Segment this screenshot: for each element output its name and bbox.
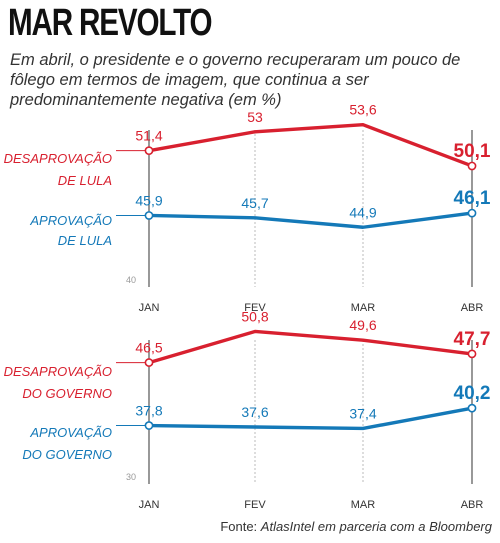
source-prefix: Fonte: xyxy=(220,519,261,534)
x-tick-label: FEV xyxy=(244,302,266,314)
data-value-label: 51,4 xyxy=(135,128,162,144)
x-tick-label: MAR xyxy=(351,499,376,511)
lula-approval-chart: 40 JAN FEV MAR ABR DESAPROVAÇÃO DE LULA 51,4 53 5… xyxy=(4,102,491,314)
source-note: Fonte: AtlasIntel em parceria com a Bloo… xyxy=(220,519,492,534)
series-line xyxy=(148,329,473,365)
series-point-marker xyxy=(144,146,154,156)
x-tick-label: JAN xyxy=(139,499,160,511)
series-name-label: DE LULA xyxy=(58,233,112,248)
series-name-label: APROVAÇÃO xyxy=(29,425,112,440)
series-name-label: DESAPROVAÇÃO xyxy=(4,364,112,379)
data-value-label: 37,4 xyxy=(349,405,376,421)
series-point-marker xyxy=(144,421,154,430)
data-value-label: 49,6 xyxy=(349,317,376,333)
series-point-marker xyxy=(467,208,477,218)
data-value-label: 44,9 xyxy=(349,204,376,220)
series-name-label: DESAPROVAÇÃO xyxy=(4,151,112,166)
series-name-label: DO GOVERNO xyxy=(22,447,112,462)
x-tick-label: FEV xyxy=(244,499,266,511)
series-point-marker xyxy=(467,161,477,171)
data-value-label: 45,7 xyxy=(241,195,268,211)
series-line xyxy=(148,406,473,431)
source-text: AtlasIntel em parceria com a Bloomberg xyxy=(260,519,492,534)
x-tick-label: ABR xyxy=(461,302,484,314)
series-name-label: DE LULA xyxy=(58,173,112,188)
series-name-label: DO GOVERNO xyxy=(22,386,112,401)
series-line xyxy=(148,211,473,229)
series-line xyxy=(148,123,473,168)
data-value-label: 50,1 xyxy=(454,141,491,162)
x-tick-label: ABR xyxy=(461,499,484,511)
data-value-label: 50,8 xyxy=(241,308,268,324)
chart-subtitle: Em abril, o presidente e o governo recup… xyxy=(10,51,461,109)
data-value-label: 53,6 xyxy=(349,102,376,118)
series-point-marker xyxy=(144,211,154,220)
data-value-label: 45,9 xyxy=(135,192,162,208)
x-tick-label: JAN xyxy=(139,302,160,314)
data-value-label: 53 xyxy=(247,109,263,125)
data-value-label: 37,6 xyxy=(241,404,268,420)
data-value-label: 40,2 xyxy=(454,383,491,404)
government-approval-chart: 30 JAN FEV MAR ABR DESAPROVAÇÃO DO GOVERNO 46,5… xyxy=(4,308,491,511)
series-name-label: APROVAÇÃO xyxy=(29,213,112,228)
x-tick-label: MAR xyxy=(351,302,376,314)
data-value-label: 46,1 xyxy=(454,188,491,209)
series-point-marker xyxy=(144,358,154,367)
baseline-label: 40 xyxy=(126,275,136,285)
data-value-label: 46,5 xyxy=(135,340,162,356)
data-value-label: 37,8 xyxy=(135,403,162,419)
series-point-marker xyxy=(467,349,477,359)
data-value-label: 47,7 xyxy=(454,329,491,350)
series-point-marker xyxy=(467,403,477,413)
baseline-label: 30 xyxy=(126,472,136,482)
chart-title: MAR REVOLTO xyxy=(8,2,213,44)
